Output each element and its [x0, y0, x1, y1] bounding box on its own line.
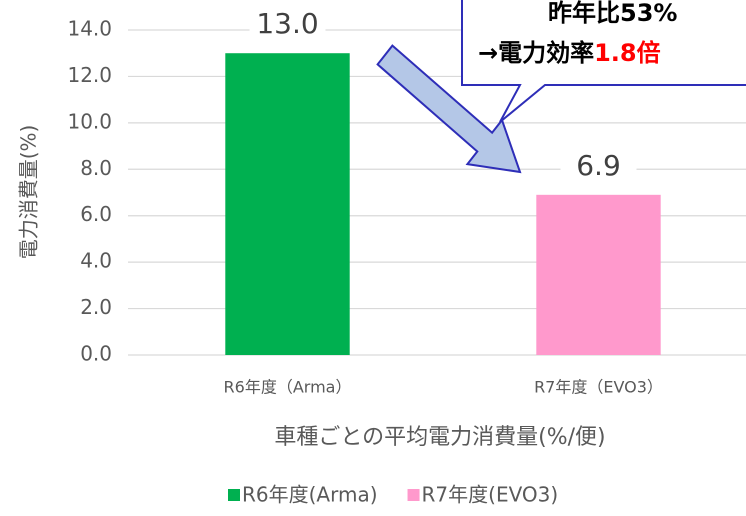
y-tick-label: 10.0 [67, 109, 112, 133]
y-tick-label: 12.0 [67, 63, 112, 87]
x-tick-label: R7年度（EVO3） [534, 378, 663, 397]
legend-label: R7年度(EVO3) [422, 483, 559, 507]
y-tick-label: 0.0 [80, 342, 112, 366]
y-tick-label: 8.0 [80, 156, 112, 180]
y-axis-title: 電力消費量(%) [17, 125, 41, 260]
x-axis-title: 車種ごとの平均電力消費量(%/便) [274, 425, 605, 450]
bar [225, 53, 350, 355]
data-label-bg [249, 9, 326, 42]
y-tick-label: 2.0 [80, 295, 112, 319]
y-tick-label: 6.0 [80, 202, 112, 226]
callout-line1: 昨年比53% [548, 0, 677, 27]
data-label-bg [560, 150, 637, 183]
arrow [376, 44, 522, 174]
callout [461, 0, 746, 123]
bar [536, 194, 661, 355]
legend-label: R6年度(Arma) [242, 483, 378, 507]
y-tick-label: 4.0 [80, 249, 112, 273]
x-tick-label: R6年度（Arma） [224, 378, 352, 397]
y-tick-label: 14.0 [67, 17, 112, 41]
data-label: 13.0 [256, 7, 318, 40]
legend-swatch [407, 489, 420, 501]
callout-highlight: 1.8倍 [594, 39, 661, 67]
callout-text: →電力効率 [478, 39, 594, 67]
legend-swatch [228, 489, 240, 501]
data-label: 6.9 [576, 149, 621, 182]
callout-line2: →電力効率1.8倍 [478, 39, 661, 67]
